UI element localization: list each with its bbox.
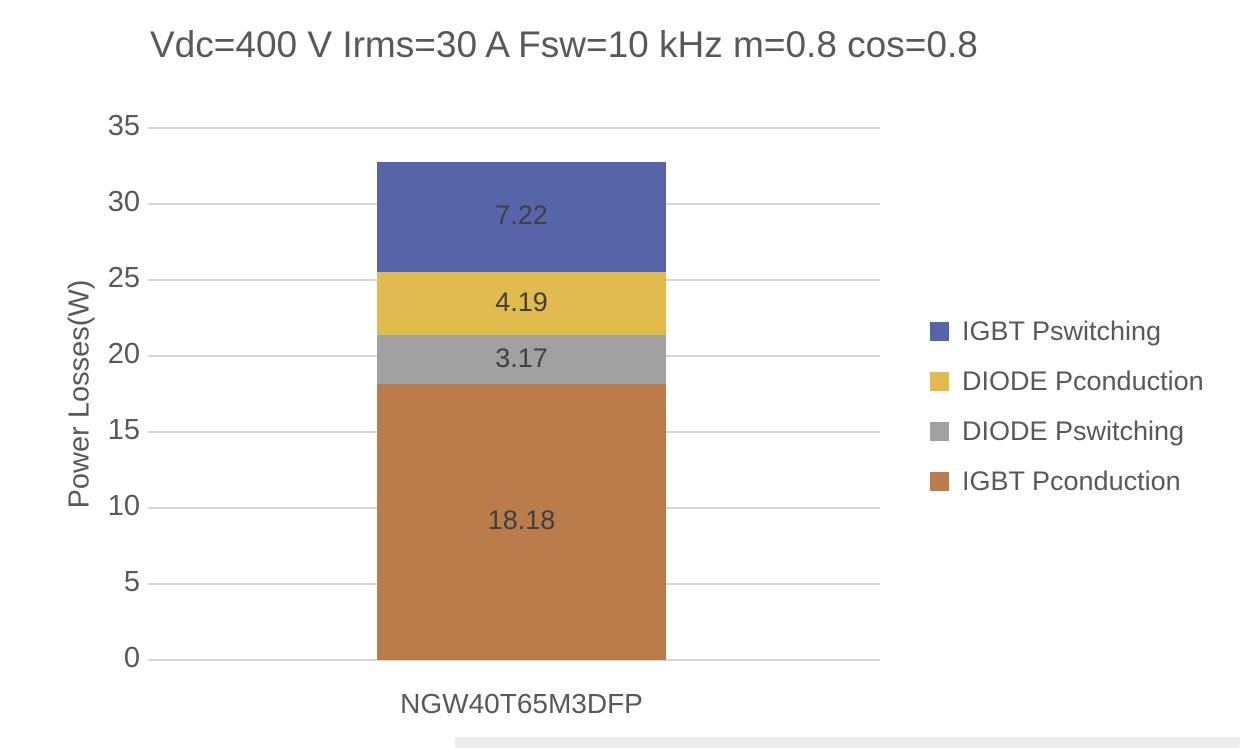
- bottom-strip: [455, 737, 1240, 748]
- data-label: 3.17: [495, 342, 548, 373]
- y-tick-label: 30: [107, 186, 140, 218]
- bar-segment-diode-pswitching: 3.17: [377, 335, 666, 384]
- y-tick-label: 10: [107, 490, 140, 522]
- bar-segment-igbt-pconduction: 18.18: [377, 383, 666, 660]
- gridline: [148, 659, 880, 661]
- x-axis-category-label: NGW40T65M3DFP: [400, 688, 643, 719]
- legend-label: DIODE Pconduction: [962, 365, 1204, 396]
- y-tick-label: 5: [123, 566, 140, 598]
- legend-item: IGBT Pswitching: [930, 306, 1204, 356]
- data-label: 4.19: [495, 286, 548, 317]
- y-tick-label: 20: [107, 338, 140, 370]
- legend-label: IGBT Pconduction: [962, 465, 1181, 496]
- legend-swatch-icon: [930, 371, 949, 391]
- data-label: 18.18: [487, 504, 556, 535]
- y-tick-label: 0: [123, 642, 140, 674]
- gridline: [148, 127, 880, 129]
- legend-label: DIODE Pswitching: [962, 415, 1185, 446]
- legend: IGBT Pswitching DIODE Pconduction DIODE Ps…: [930, 306, 1204, 506]
- chart-title: Vdc=400 V Irms=30 A Fsw=10 kHz m=0.8 cos…: [150, 24, 978, 65]
- y-axis-title: Power Losses(W): [63, 279, 96, 509]
- data-label: 7.22: [495, 199, 548, 230]
- legend-item: IGBT Pconduction: [930, 456, 1204, 506]
- legend-item: DIODE Pswitching: [930, 406, 1204, 456]
- bar-segment-diode-pconduction: 4.19: [377, 271, 666, 336]
- bar-segment-igbt-pswitching: 7.22: [377, 162, 666, 272]
- legend-swatch-icon: [930, 421, 949, 441]
- legend-swatch-icon: [930, 321, 949, 341]
- y-tick-label: 15: [107, 414, 140, 446]
- y-tick-label: 25: [107, 262, 140, 294]
- legend-label: IGBT Pswitching: [962, 315, 1162, 346]
- legend-swatch-icon: [930, 471, 949, 491]
- legend-item: DIODE Pconduction: [930, 356, 1204, 406]
- y-tick-label: 35: [107, 110, 140, 142]
